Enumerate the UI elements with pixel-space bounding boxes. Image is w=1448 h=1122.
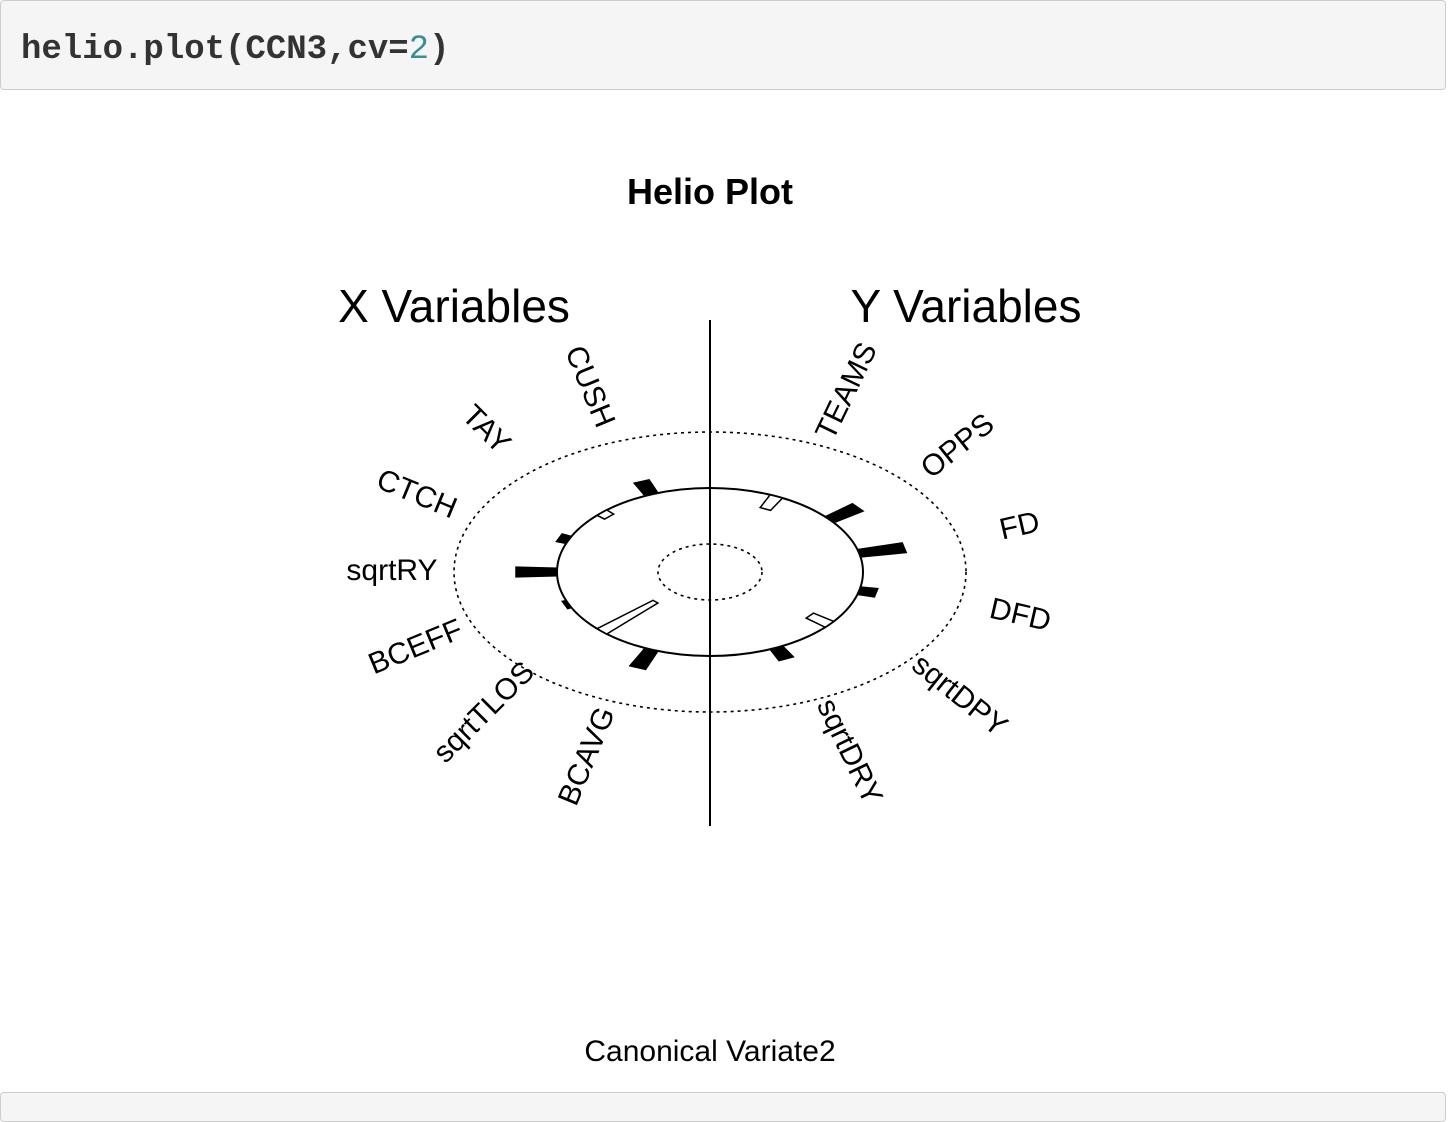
y-variable-bar-fd <box>856 542 908 558</box>
y-variables-header: Y Variables <box>851 280 1082 332</box>
x-variable-bar-cush <box>632 479 660 497</box>
x-variable-bar-ctch <box>555 533 573 545</box>
code-prefix: helio.plot(CCN3,cv= <box>21 31 409 69</box>
x-variable-bar-sqrttlos <box>595 599 660 635</box>
y-variable-label-sqrtdry: sqrtDRY <box>810 694 889 810</box>
y-variable-label-dfd: DFD <box>987 592 1054 638</box>
code-number: 2 <box>408 31 430 69</box>
x-variables-header: X Variables <box>338 280 570 332</box>
y-variable-label-fd: FD <box>996 505 1042 546</box>
y-variable-label-sqrtdpy: sqrtDPY <box>906 648 1014 743</box>
x-variable-bar-tay <box>595 509 616 520</box>
y-variable-label-teams: TEAMS <box>809 337 884 444</box>
code-line[interactable]: helio.plot(CCN3,cv=2) <box>21 31 449 69</box>
bars-group <box>515 479 908 671</box>
chart-subtitle: Canonical Variate2 <box>584 1035 835 1068</box>
x-variable-label-ctch: CTCH <box>372 463 462 525</box>
y-variable-label-opps: OPPS <box>915 407 1001 485</box>
y-variable-bar-sqrtdry <box>768 645 795 662</box>
x-variable-label-bcavg: BCAVG <box>552 702 622 810</box>
y-variable-bar-dfd <box>856 586 879 598</box>
y-variable-bar-sqrtdpy <box>804 612 836 629</box>
x-variable-label-sqrtry: sqrtRY <box>346 554 437 587</box>
code-cell[interactable]: helio.plot(CCN3,cv=2) <box>0 0 1446 90</box>
x-variable-label-cush: CUSH <box>558 341 621 432</box>
x-variable-bar-bceff <box>560 599 573 610</box>
chart-title: Helio Plot <box>627 171 793 212</box>
next-code-cell[interactable] <box>0 1092 1446 1122</box>
x-variable-label-tay: TAY <box>455 399 516 460</box>
x-variable-bar-sqrtry <box>515 566 558 578</box>
code-suffix: ) <box>429 31 450 69</box>
x-variable-label-bceff: BCEFF <box>364 613 467 681</box>
x-variable-bar-bcavg <box>628 647 660 671</box>
y-variable-bar-teams <box>758 493 784 512</box>
y-variable-bar-opps <box>823 502 865 524</box>
x-variable-label-sqrttlos: sqrtTLOS <box>427 655 541 769</box>
